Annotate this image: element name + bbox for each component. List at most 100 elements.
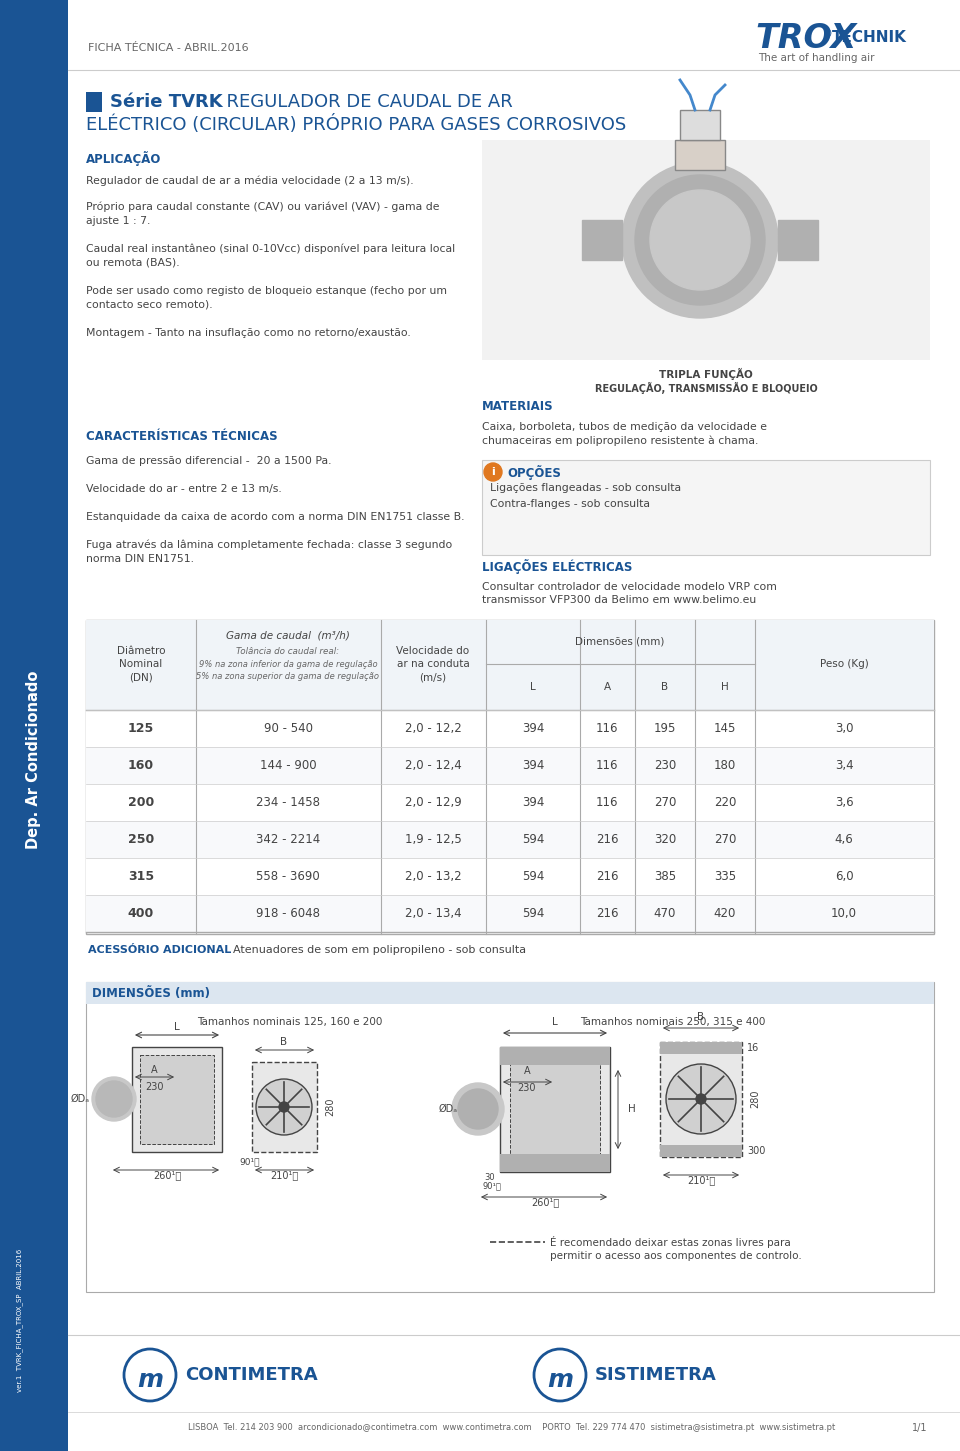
Text: ver.1  TVRK_FICHA_TROX_SP  ABRIL.2016: ver.1 TVRK_FICHA_TROX_SP ABRIL.2016 (16, 1248, 23, 1392)
Circle shape (622, 163, 778, 318)
Bar (500, 1048, 610, 1065)
Text: 342 - 2214: 342 - 2214 (256, 833, 320, 846)
Text: 116: 116 (596, 759, 618, 772)
Text: m: m (137, 1368, 163, 1392)
Text: 300: 300 (747, 1146, 765, 1156)
Bar (86, 710, 934, 747)
Text: 594: 594 (522, 833, 544, 846)
Bar (500, 1154, 610, 1172)
Text: Caixa, borboleta, tubos de medição da velocidade e
chumaceiras em polipropileno : Caixa, borboleta, tubos de medição da ve… (482, 422, 767, 445)
Text: 216: 216 (596, 871, 618, 884)
Text: 394: 394 (522, 723, 544, 736)
Text: 918 - 6048: 918 - 6048 (256, 907, 320, 920)
Text: B: B (280, 1037, 288, 1048)
Text: 280: 280 (750, 1090, 760, 1109)
Text: Gama de caudal  (m³/h): Gama de caudal (m³/h) (226, 630, 350, 640)
Text: 16: 16 (747, 1043, 759, 1053)
Bar (140, 1055, 214, 1143)
Text: 3,4: 3,4 (834, 759, 853, 772)
Text: A: A (151, 1065, 157, 1075)
Bar (0, 0, 68, 1451)
Text: 210¹⧯: 210¹⧯ (686, 1175, 715, 1185)
Text: LISBOA  Tel. 214 203 900  arcondicionado@contimetra.com  www.contimetra.com    P: LISBOA Tel. 214 203 900 arcondicionado@c… (188, 1423, 835, 1432)
Text: ELÉCTRICO (CIRCULAR) PRÓPRIO PARA GASES CORROSIVOS: ELÉCTRICO (CIRCULAR) PRÓPRIO PARA GASES … (86, 115, 626, 133)
Text: 385: 385 (654, 871, 676, 884)
Text: 195: 195 (654, 723, 676, 736)
Text: 5% na zona superior da gama de regulação: 5% na zona superior da gama de regulação (197, 672, 379, 681)
Text: 10,0: 10,0 (831, 907, 857, 920)
Text: Caudal real instantâneo (sinal 0-10Vcc) disponível para leitura local
ou remota : Caudal real instantâneo (sinal 0-10Vcc) … (86, 244, 455, 267)
Text: REGULADOR DE CAUDAL DE AR: REGULADOR DE CAUDAL DE AR (215, 93, 513, 110)
Bar (86, 620, 934, 710)
Text: 145: 145 (714, 723, 736, 736)
Text: Dep. Ar Condicionado: Dep. Ar Condicionado (27, 670, 41, 849)
Text: 1,9 - 12,5: 1,9 - 12,5 (404, 833, 462, 846)
Text: 90¹⧯: 90¹⧯ (240, 1156, 260, 1167)
Text: Atenuadores de som em polipropileno - sob consulta: Atenuadores de som em polipropileno - so… (226, 945, 526, 955)
Bar (86, 747, 934, 784)
Text: 594: 594 (522, 907, 544, 920)
Text: Pode ser usado como registo de bloqueio estanque (fecho por um
contacto seco rem: Pode ser usado como registo de bloqueio … (86, 286, 447, 309)
Circle shape (256, 1080, 312, 1135)
Circle shape (458, 1090, 498, 1129)
Bar (675, 139, 725, 170)
Bar (500, 1048, 610, 1172)
Circle shape (96, 1081, 132, 1117)
Bar (132, 1048, 222, 1152)
Text: 144 - 900: 144 - 900 (260, 759, 316, 772)
Text: 116: 116 (596, 723, 618, 736)
Text: Estanquidade da caixa de acordo com a norma DIN EN1751 classe B.: Estanquidade da caixa de acordo com a no… (86, 512, 465, 522)
Text: Dimensões (mm): Dimensões (mm) (575, 637, 664, 647)
Text: A: A (604, 682, 611, 692)
Text: 2,0 - 12,9: 2,0 - 12,9 (404, 797, 462, 810)
Text: TRIPLA FUNÇÃO: TRIPLA FUNÇÃO (660, 369, 753, 380)
Text: 234 - 1458: 234 - 1458 (256, 797, 320, 810)
Text: 210¹⧯: 210¹⧯ (270, 1170, 299, 1180)
Text: Fuga através da lâmina completamente fechada: classe 3 segundo
norma DIN EN1751.: Fuga através da lâmina completamente fec… (86, 540, 452, 563)
Text: Tamanhos nominais 250, 315 e 400: Tamanhos nominais 250, 315 e 400 (580, 1017, 765, 1027)
Text: H: H (628, 1104, 636, 1114)
Text: FICHA TÉCNICA - ABRIL.2016: FICHA TÉCNICA - ABRIL.2016 (88, 44, 249, 54)
Text: Gama de pressão diferencial -  20 a 1500 Pa.: Gama de pressão diferencial - 20 a 1500 … (86, 456, 331, 466)
Text: L: L (530, 682, 536, 692)
Text: Montagem - Tanto na insuflação como no retorno/exaustão.: Montagem - Tanto na insuflação como no r… (86, 328, 411, 338)
Text: Tolância do caudal real:: Tolância do caudal real: (236, 647, 340, 656)
Bar (660, 1042, 742, 1156)
Text: 2,0 - 13,4: 2,0 - 13,4 (405, 907, 462, 920)
Text: 220: 220 (714, 797, 736, 810)
Bar (510, 1056, 600, 1162)
Text: APLICAÇÃO: APLICAÇÃO (86, 151, 161, 165)
Text: 400: 400 (128, 907, 155, 920)
Text: REGULAÇÃO, TRANSMISSÃO E BLOQUEIO: REGULAÇÃO, TRANSMISSÃO E BLOQUEIO (594, 382, 817, 395)
Text: 270: 270 (654, 797, 676, 810)
Text: 250: 250 (128, 833, 155, 846)
Text: 594: 594 (522, 871, 544, 884)
Text: CONTIMETRA: CONTIMETRA (185, 1365, 318, 1384)
Text: É recomendado deixar estas zonas livres para: É recomendado deixar estas zonas livres … (550, 1236, 791, 1248)
Text: 2,0 - 12,4: 2,0 - 12,4 (404, 759, 462, 772)
Text: 394: 394 (522, 759, 544, 772)
Text: 125: 125 (128, 723, 155, 736)
Text: ACESSÓRIO ADICIONAL: ACESSÓRIO ADICIONAL (88, 945, 231, 955)
Text: 1/1: 1/1 (912, 1423, 927, 1434)
Text: permitir o acesso aos componentes de controlo.: permitir o acesso aos componentes de con… (550, 1251, 802, 1261)
Circle shape (696, 1094, 706, 1104)
Text: 558 - 3690: 558 - 3690 (256, 871, 320, 884)
Bar (86, 620, 934, 934)
Circle shape (534, 1349, 586, 1402)
Text: 270: 270 (714, 833, 736, 846)
Bar (482, 460, 930, 554)
Bar (482, 139, 930, 360)
Circle shape (124, 1349, 176, 1402)
Text: 230: 230 (145, 1082, 163, 1093)
Text: 4,6: 4,6 (834, 833, 853, 846)
Text: 230: 230 (654, 759, 676, 772)
FancyArrow shape (582, 221, 622, 260)
Text: DIMENSÕES (mm): DIMENSÕES (mm) (92, 987, 210, 1000)
Text: L: L (552, 1017, 558, 1027)
Text: Consultar controlador de velocidade modelo VRP com
transmissor VFP300 da Belimo : Consultar controlador de velocidade mode… (482, 582, 777, 605)
Text: 3,6: 3,6 (834, 797, 853, 810)
Text: 180: 180 (714, 759, 736, 772)
Bar (86, 784, 934, 821)
Text: ØDₐ: ØDₐ (70, 1094, 89, 1104)
